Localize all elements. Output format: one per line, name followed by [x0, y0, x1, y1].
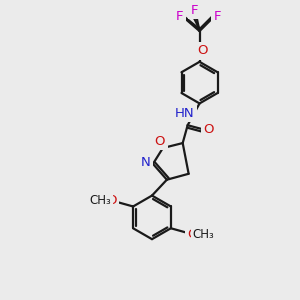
Text: O: O — [188, 228, 198, 241]
Text: F: F — [176, 10, 184, 23]
Text: N: N — [141, 156, 151, 170]
Text: CH₃: CH₃ — [89, 194, 111, 207]
Text: O: O — [203, 123, 214, 136]
Text: HN: HN — [175, 107, 194, 120]
Text: F: F — [191, 4, 198, 17]
Text: O: O — [155, 135, 165, 148]
Text: O: O — [106, 194, 117, 207]
Text: F: F — [214, 10, 221, 23]
Text: O: O — [197, 44, 208, 57]
Text: CH₃: CH₃ — [193, 228, 214, 241]
